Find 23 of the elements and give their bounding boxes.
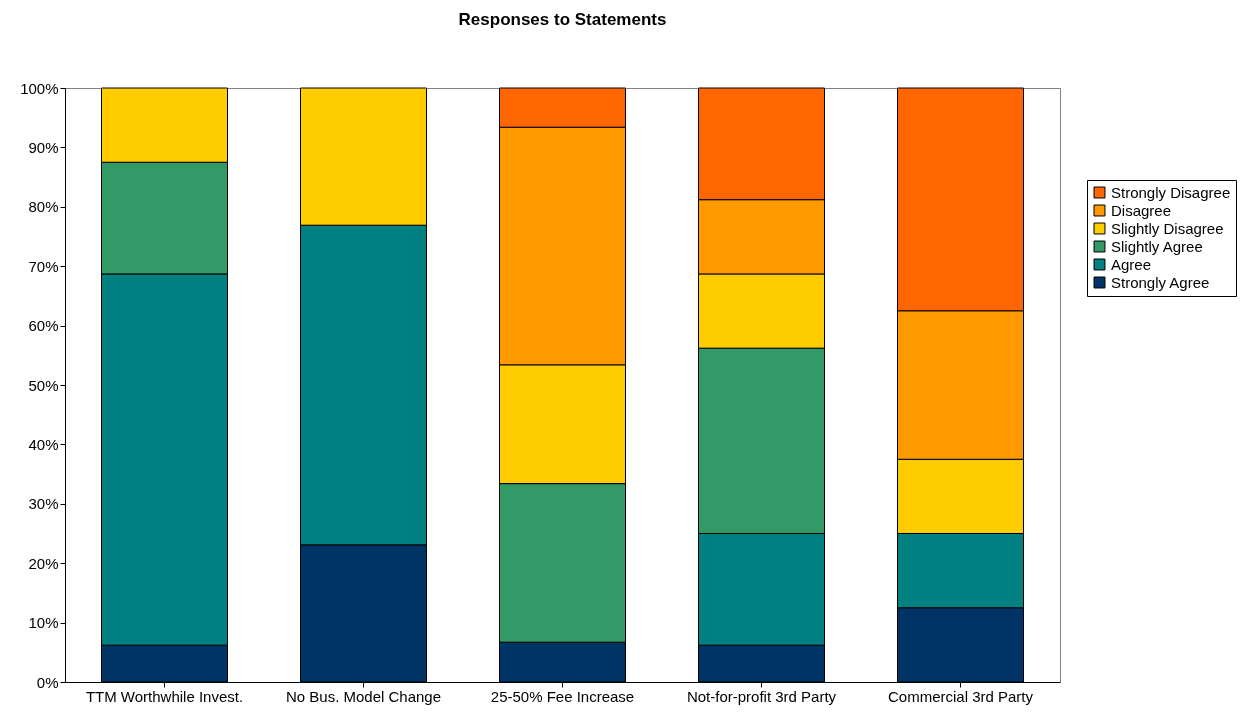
y-tick-label: 90%	[28, 138, 59, 156]
x-tick-label: TTM Worthwhile Invest.	[85, 687, 244, 705]
legend-label: Strongly Agree	[1111, 273, 1210, 291]
y-tick-label: 70%	[28, 257, 59, 275]
y-tick-label: 30%	[28, 495, 59, 513]
y-tick-label: 20%	[28, 554, 59, 572]
y-tick-label: 100%	[20, 79, 59, 97]
legend-label: Slightly Disagree	[1111, 219, 1224, 237]
y-tick-label: 50%	[28, 376, 59, 394]
x-tick-label: Commercial 3rd Party	[887, 687, 1034, 705]
chart-title: Responses to Statements	[458, 10, 667, 29]
x-tick-label: Not-for-profit 3rd Party	[686, 687, 837, 705]
y-tick-label: 0%	[36, 673, 59, 691]
y-tick-label: 40%	[28, 435, 59, 453]
legend-label: Agree	[1111, 255, 1152, 273]
y-tick-label: 10%	[28, 614, 59, 632]
legend-label: Slightly Agree	[1111, 237, 1203, 255]
y-tick-label: 60%	[28, 317, 59, 335]
x-tick-label: 25-50% Fee Increase	[490, 687, 635, 705]
legend-label: Disagree	[1111, 201, 1172, 219]
x-tick-label: No Bus. Model Change	[285, 687, 442, 705]
legend-label: Strongly Disagree	[1111, 183, 1231, 201]
y-tick-label: 80%	[28, 198, 59, 216]
